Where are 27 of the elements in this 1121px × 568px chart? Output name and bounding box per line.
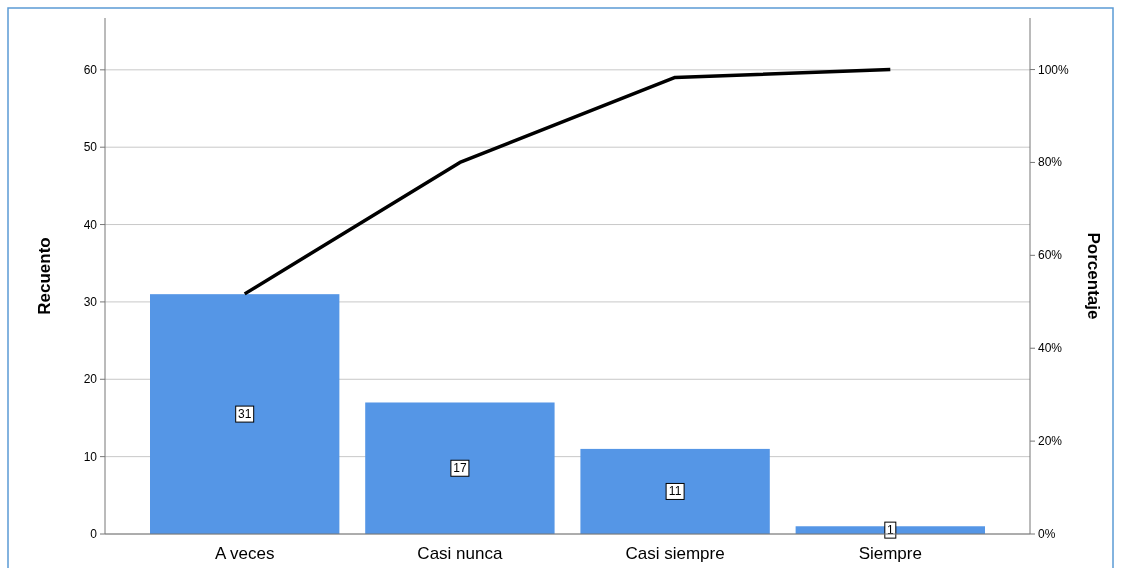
y2-axis-title: Porcentaje: [1084, 232, 1103, 320]
x-tick-label: Casi siempre: [625, 544, 725, 563]
x-tick-label: A veces: [214, 544, 275, 563]
bar: [150, 294, 340, 534]
y2-tick-label: 100%: [1038, 62, 1070, 77]
y2-tick-label: 0%: [1038, 527, 1056, 541]
data-label: 1: [886, 523, 894, 538]
bar: [580, 448, 770, 534]
y-tick-label: 20: [83, 372, 98, 387]
y2-tick-label: 20%: [1038, 434, 1063, 449]
y2-tick-label: 40%: [1038, 341, 1063, 356]
bar: [365, 402, 555, 534]
line-series: [242, 67, 893, 296]
data-label: 31: [238, 407, 252, 422]
x-tick-label: Siempre: [858, 544, 922, 563]
y-tick-label: 10: [83, 449, 98, 464]
data-label: 11: [668, 484, 682, 499]
y-axis-title: Recuento: [35, 237, 54, 315]
y2-tick-label: 80%: [1038, 155, 1063, 170]
y-tick-label: 40: [83, 217, 98, 232]
y-tick-label: 30: [83, 294, 98, 309]
y2-tick-label: 60%: [1038, 248, 1063, 263]
x-tick-label: Casi nunca: [417, 544, 503, 563]
data-label: 17: [453, 461, 467, 476]
y-tick-label: 0: [90, 527, 98, 541]
y-tick-label: 60: [83, 62, 98, 77]
y-tick-label: 50: [83, 140, 98, 155]
